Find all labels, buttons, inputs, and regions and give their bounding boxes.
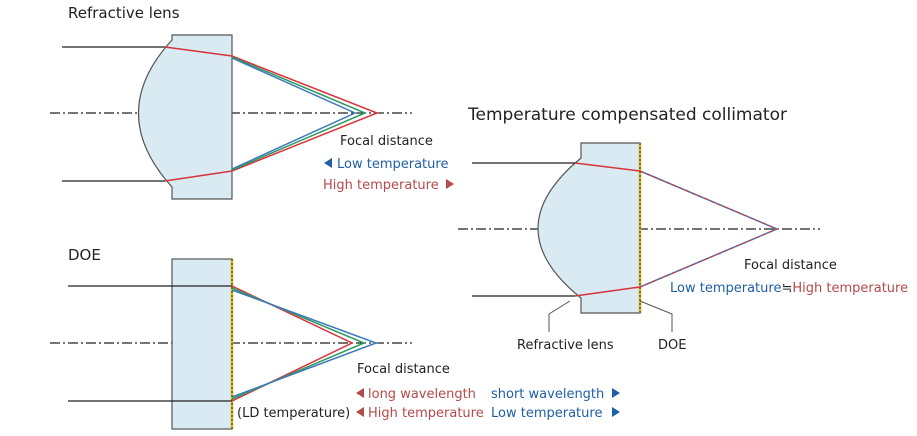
collimator-focal-label: Focal distance [744, 258, 837, 273]
right-arrow-icon [612, 388, 620, 398]
collimator-low-temp: Low temperature [670, 281, 781, 296]
refractive-lens-diagram: Refractive lens Focal distance Low tempe… [50, 4, 454, 200]
left-arrow-icon [356, 388, 364, 398]
doe-diagram: DOE Focal distance long wavelength short… [50, 246, 620, 430]
ray-blue [231, 57, 357, 170]
refractive-high-temp: High temperature [323, 178, 439, 193]
ray-inside-top [164, 46, 233, 57]
collimator-ray-inside-bottom [574, 286, 641, 297]
doe-ld-temp: (LD temperature) [237, 406, 350, 421]
right-arrow-icon [612, 407, 620, 417]
ray-green [231, 56, 367, 171]
doe-plate [171, 258, 233, 430]
leader-doe [639, 300, 673, 332]
left-arrow-icon [324, 158, 332, 168]
collimator-ray-inside-top [574, 162, 641, 172]
approx-sign: ≒ [781, 281, 792, 296]
right-arrow-icon [446, 179, 454, 189]
ray-red [231, 55, 380, 172]
collimator-temp-comparison: Low temperature≒High temperature [670, 281, 908, 296]
ray-inside-bottom [164, 170, 233, 182]
doe-low-temp: Low temperature [491, 406, 602, 421]
collimator-diagram: Temperature compensated collimator Focal… [458, 105, 908, 353]
collimator-high-temp: High temperature [792, 281, 908, 296]
collimator-ray-red [639, 170, 779, 288]
doe-short-wavelength: short wavelength [491, 387, 604, 402]
refractive-lens-title: Refractive lens [68, 4, 180, 22]
doe-long-wavelength: long wavelength [368, 387, 476, 402]
doe-ray-blue [231, 289, 379, 398]
collimator-title: Temperature compensated collimator [467, 105, 787, 125]
left-arrow-icon [356, 407, 364, 417]
doe-focal-label: Focal distance [357, 362, 450, 377]
doe-title: DOE [68, 246, 101, 264]
refractive-low-temp: Low temperature [337, 157, 448, 172]
refractive-lens-shape [137, 34, 233, 200]
doe-high-temp: High temperature [368, 406, 484, 421]
leader-refractive [548, 300, 571, 332]
collimator-doe-label: DOE [658, 338, 686, 353]
refractive-focal-label: Focal distance [340, 134, 433, 149]
collimator-lens-shape [537, 142, 641, 314]
collimator-refractive-label: Refractive lens [517, 338, 614, 353]
